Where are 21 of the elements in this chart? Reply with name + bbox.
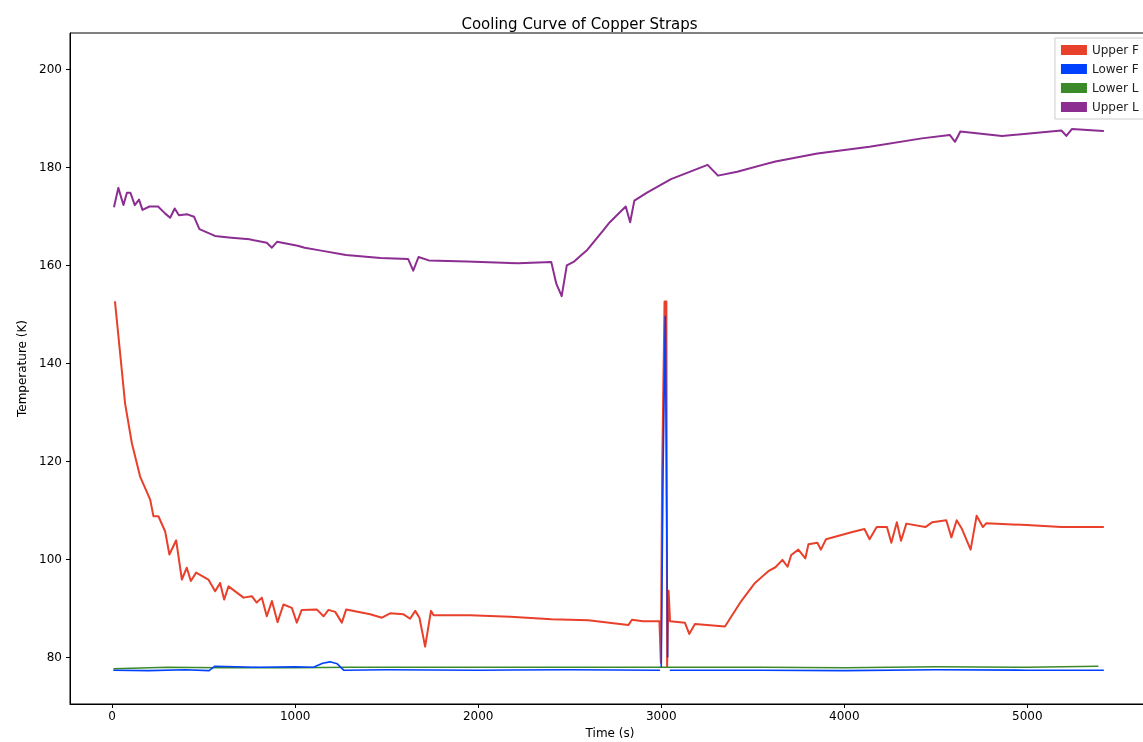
x-tick-label: 3000	[645, 709, 677, 723]
x-tick-label: 0	[108, 709, 116, 723]
y-tick-label: 200	[39, 61, 62, 76]
line-series	[113, 128, 1105, 298]
chart-title: Cooling Curve of Copper Straps	[461, 14, 698, 33]
legend-label: Lower L	[1091, 81, 1139, 95]
x-tick-label: 4000	[829, 709, 860, 723]
legend-label: Upper L	[1091, 100, 1140, 114]
x-tick-label: 5000	[1012, 709, 1043, 723]
y-tick-label: 180	[39, 159, 62, 174]
y-tick-label: 160	[39, 257, 62, 272]
legend-label: Lower F	[1091, 62, 1139, 76]
x-tick-label: 2000	[462, 709, 494, 723]
y-tick-label: 100	[39, 551, 62, 566]
y-axis-title: Temperature (K)	[15, 319, 30, 419]
x-tick-label: 1000	[279, 709, 311, 723]
y-tick-label: 140	[39, 355, 62, 370]
legend-label: Upper F	[1091, 43, 1140, 57]
y-tick-label: 120	[39, 453, 62, 468]
x-axis-title: Time (s)	[584, 725, 635, 740]
y-tick-label: 80	[46, 649, 62, 664]
